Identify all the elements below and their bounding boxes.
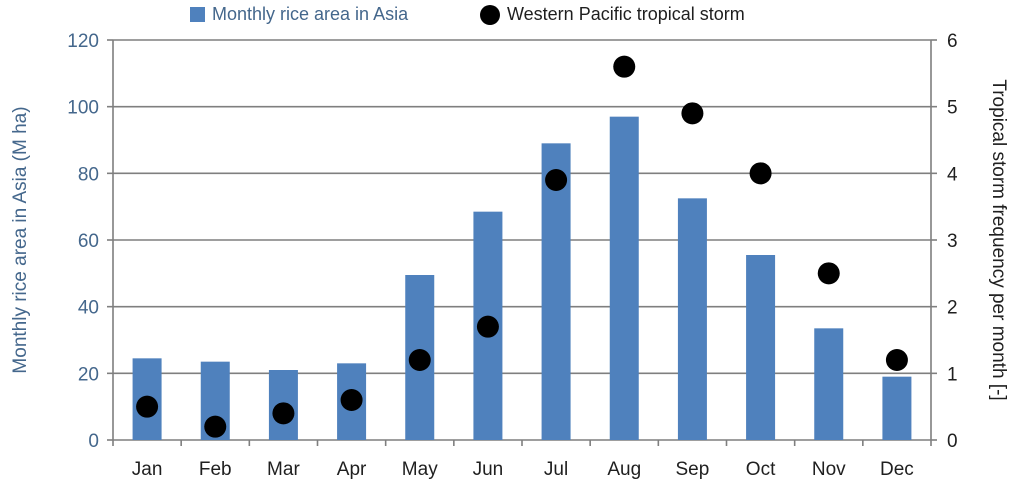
x-tick-label: Mar [267,459,300,480]
storm-point-aug [613,55,636,78]
legend-item-tropical-storm: Western Pacific tropical storm [480,4,745,25]
x-tick-label: Oct [746,459,776,480]
storm-point-mar [272,402,295,425]
storm-point-apr [340,389,363,411]
y-tick-label: 0 [88,431,99,452]
legend-swatch-rice-area [190,7,205,22]
storm-point-oct [749,162,772,185]
y-tick-label: 40 [78,298,99,319]
x-tick-label: Jun [473,459,504,480]
storm-point-jun [476,315,499,338]
y-tick-label: 120 [67,31,99,52]
y-tick-label: 100 [67,98,99,119]
legend-marker-tropical-storm [480,4,500,25]
y2-tick-label: 1 [947,364,958,385]
y-tick-label: 80 [78,164,99,185]
y-axis-title: Monthly rice area in Asia (M ha) [10,106,31,373]
y2-axis-title: Tropical storm frequency per month [-] [988,79,1009,400]
x-tick-label: Aug [607,459,641,480]
bar-nov [814,328,844,440]
y-tick-label: 60 [78,231,99,252]
storm-point-jul [545,169,568,191]
x-tick-label: Nov [812,459,846,480]
bar-oct [746,255,776,440]
x-tick-label: Jul [544,459,568,480]
y2-tick-label: 5 [947,98,958,119]
storm-point-nov [817,262,840,285]
x-tick-label: Feb [199,459,232,480]
storm-point-feb [204,415,227,438]
y-tick-label: 20 [78,364,99,385]
legend-label-rice-area: Monthly rice area in Asia [212,4,409,24]
bar-jul [541,143,571,441]
storm-point-may [408,349,431,371]
bar-aug [609,116,639,441]
storm-point-sep [681,102,704,125]
storm-point-jan [136,395,159,418]
legend-label-tropical-storm: Western Pacific tropical storm [507,4,745,24]
y2-tick-label: 6 [947,31,958,52]
bar-sep [677,198,707,440]
y2-tick-label: 4 [947,164,958,185]
x-tick-label: Apr [337,459,367,480]
x-tick-label: Dec [880,459,914,480]
bar-dec [882,376,912,440]
x-tick-label: May [402,459,438,480]
y2-tick-label: 3 [947,231,958,252]
storm-point-dec [885,349,908,371]
x-tick-label: Sep [676,459,710,480]
y2-tick-label: 0 [947,431,958,452]
x-tick-label: Jan [132,459,163,480]
y2-tick-label: 2 [947,298,958,319]
legend: Monthly rice area in Asia Western Pacifi… [0,2,1024,28]
legend-item-rice-area: Monthly rice area in Asia [190,4,408,25]
